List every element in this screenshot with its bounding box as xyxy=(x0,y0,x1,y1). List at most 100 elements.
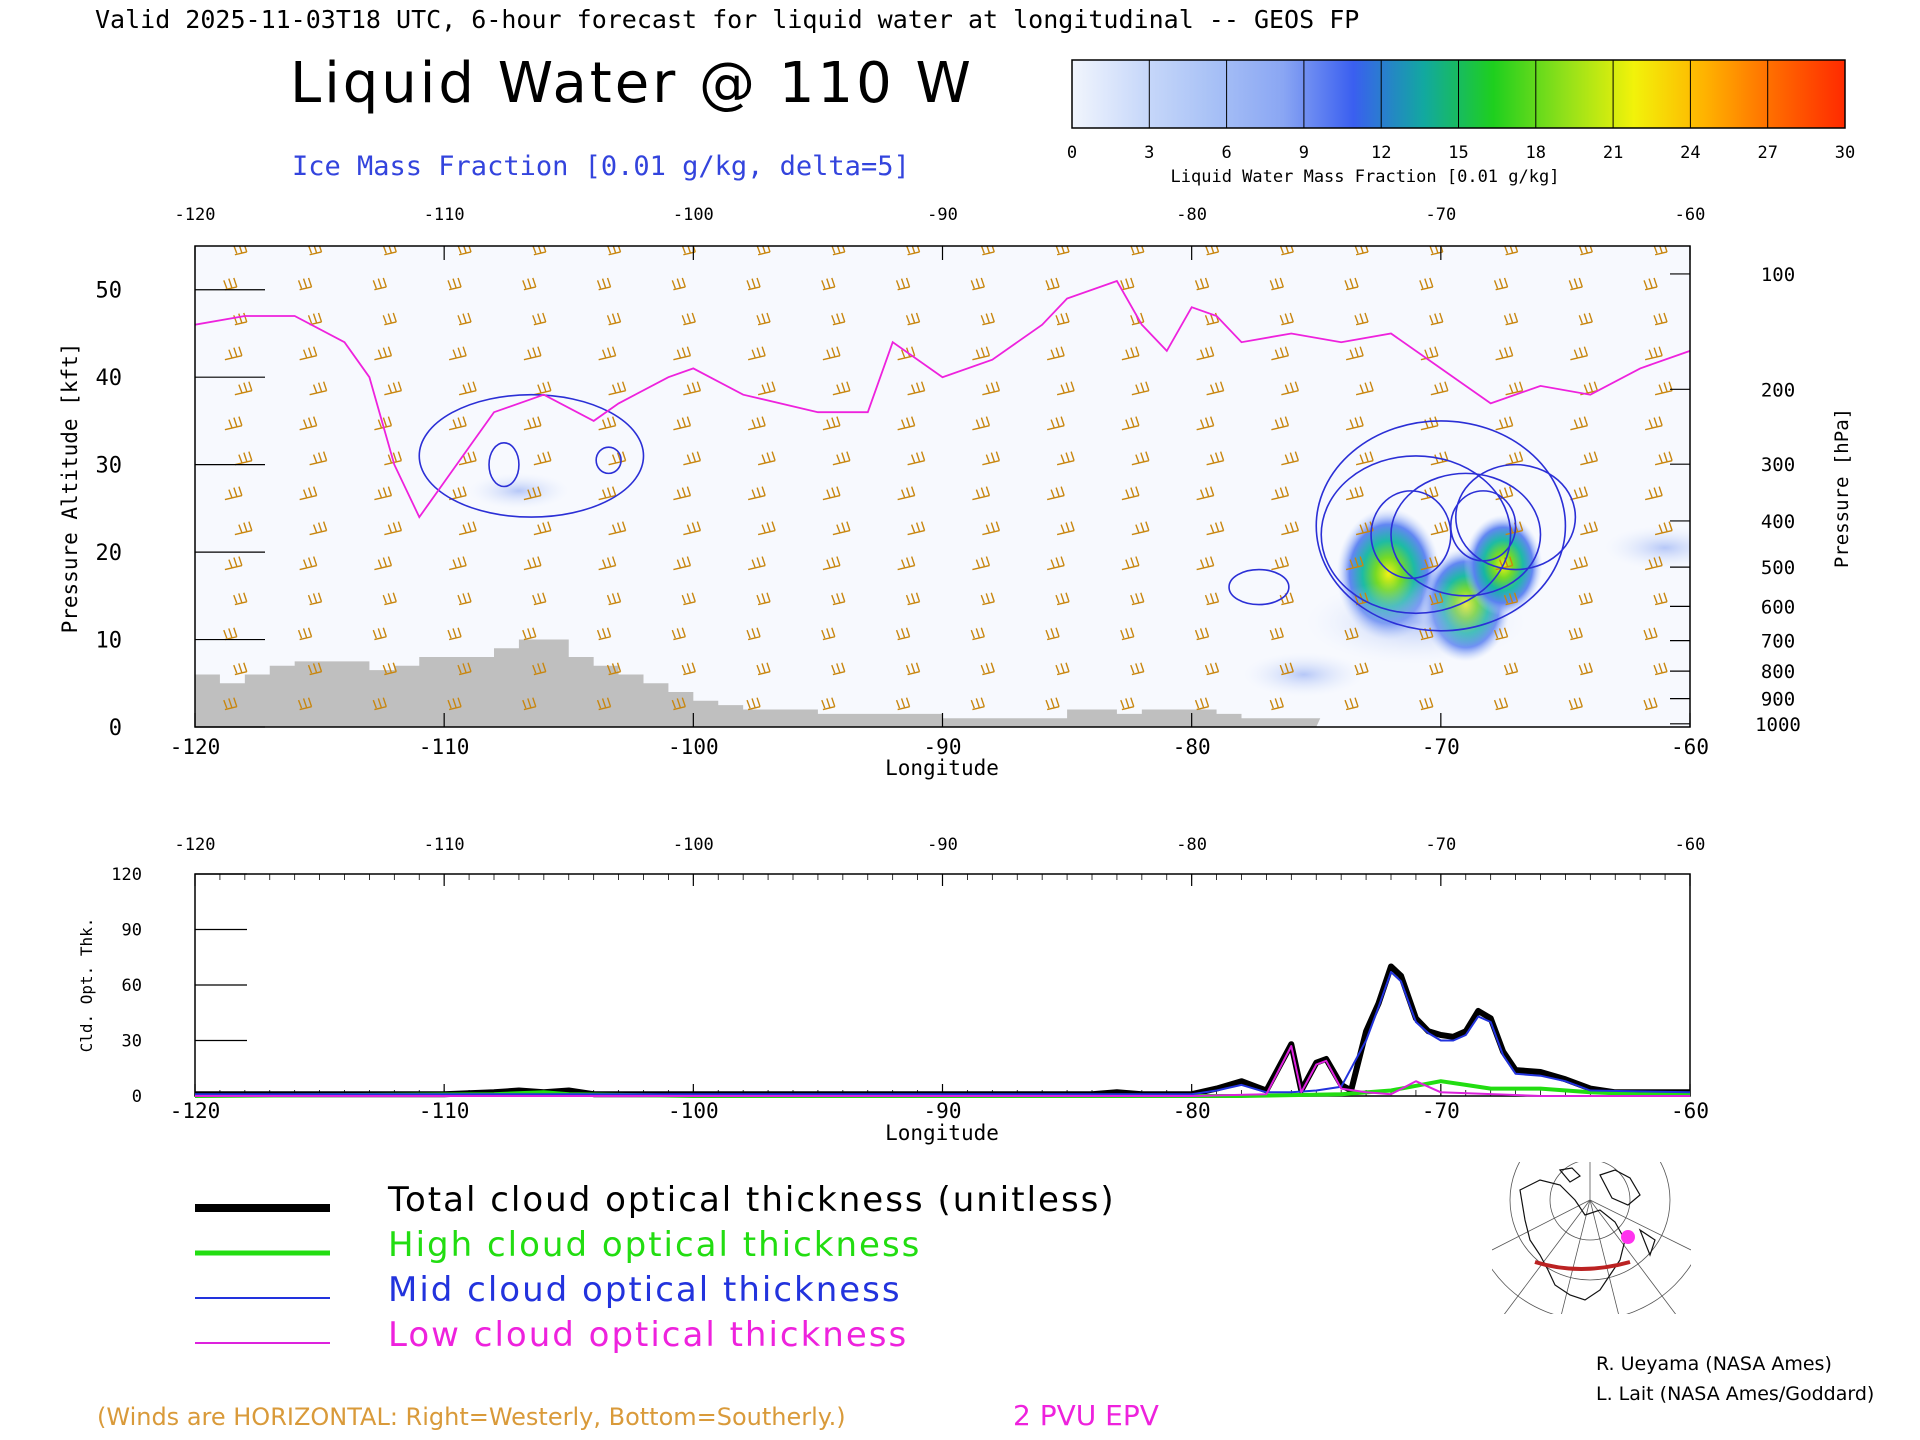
wind-barb xyxy=(1578,246,1593,256)
wind-barb xyxy=(308,246,323,256)
y-tick-label: 20 xyxy=(96,541,123,566)
wind-barb xyxy=(223,277,238,291)
wind-barb xyxy=(606,592,622,606)
wind-barb xyxy=(1653,662,1668,676)
wind-barb xyxy=(1580,381,1599,396)
wind-barb xyxy=(683,381,702,396)
wind-barb xyxy=(1056,451,1075,466)
liquid-water-blob xyxy=(1305,580,1526,665)
x-tick-label-top: -60 xyxy=(1675,835,1706,855)
wind-barb xyxy=(673,486,692,501)
wind-barb xyxy=(1430,451,1449,466)
x-tick-label-top: -90 xyxy=(927,835,958,855)
ice-contour xyxy=(1370,490,1452,580)
wind-barb xyxy=(458,381,477,396)
x-tick-label-top: -120 xyxy=(175,835,216,855)
wind-barb xyxy=(1130,246,1145,256)
wind-barb xyxy=(1279,662,1294,676)
ice-contour xyxy=(1390,472,1542,597)
wind-barb xyxy=(756,246,771,256)
xs-ylabel-right: Pressure [hPa] xyxy=(1831,408,1853,568)
wind-barb xyxy=(832,451,851,466)
wind-barb xyxy=(746,277,761,291)
ice-contour xyxy=(1228,568,1290,606)
x-tick-label-top: -80 xyxy=(1176,835,1207,855)
wind-barb xyxy=(1429,662,1444,676)
wind-barb xyxy=(683,451,702,466)
credit-2: L. Lait (NASA Ames/Goddard) xyxy=(1596,1383,1874,1405)
wind-barb xyxy=(1503,592,1519,606)
colorbar-tick-label: 6 xyxy=(1221,143,1231,163)
wind-barb xyxy=(1503,662,1519,676)
wind-barb xyxy=(905,662,921,676)
wind-barb xyxy=(1654,521,1673,536)
wind-barb xyxy=(299,556,318,571)
wind-barb xyxy=(1055,312,1070,326)
x-tick-label: -90 xyxy=(924,735,962,759)
wind-barb xyxy=(1205,246,1220,256)
wind-barb xyxy=(756,662,771,676)
wind-barb xyxy=(1279,312,1294,326)
x-tick-label: -60 xyxy=(1671,735,1709,759)
wind-barb xyxy=(1130,592,1145,606)
wind-barb xyxy=(606,312,622,326)
wind-barb xyxy=(224,346,243,361)
wind-barb xyxy=(1281,521,1300,536)
wind-barb xyxy=(747,556,766,571)
wind-barb xyxy=(1429,312,1444,326)
wind-barb xyxy=(757,521,776,536)
wind-barb xyxy=(1420,486,1439,501)
x-tick-label-top: -100 xyxy=(673,835,714,855)
wind-barb xyxy=(382,592,397,606)
wind-barb xyxy=(457,592,472,606)
wind-barb xyxy=(982,521,1001,536)
x-tick-label: -70 xyxy=(1422,1099,1460,1123)
wind-barb xyxy=(307,592,323,606)
wind-barb xyxy=(746,627,761,641)
wind-barb xyxy=(372,697,387,711)
wind-barb xyxy=(1194,277,1210,291)
wind-barb xyxy=(907,381,926,396)
ot-ylabel: Cld. Opt. Thk. xyxy=(77,918,96,1053)
x-tick-label: -100 xyxy=(668,1099,719,1123)
colorbar-label: Liquid Water Mass Fraction [0.01 g/kg] xyxy=(1171,167,1560,187)
wind-barb xyxy=(606,662,622,676)
legend: Total cloud optical thickness (unitless)… xyxy=(195,1180,1114,1355)
y-tick-label-right: 300 xyxy=(1761,454,1795,476)
y-tick-label: 40 xyxy=(96,366,123,391)
wind-barb xyxy=(1045,627,1060,641)
x-tick-label-top: -120 xyxy=(175,205,216,225)
wind-barb xyxy=(1121,346,1140,361)
colorbar-tick-label: 12 xyxy=(1371,143,1391,163)
legend-label-high: High cloud optical thickness xyxy=(388,1225,921,1265)
wind-barb xyxy=(897,556,916,571)
wind-barb xyxy=(307,312,323,326)
wind-barb xyxy=(608,521,627,536)
wind-barb xyxy=(897,486,916,501)
wind-barb xyxy=(822,486,841,501)
x-tick-label-top: -60 xyxy=(1675,205,1706,225)
wind-barb xyxy=(523,556,542,571)
wind-barb xyxy=(1121,416,1140,431)
x-tick-label: -60 xyxy=(1671,1099,1709,1123)
liquid-water-blob xyxy=(1243,652,1364,697)
wind-barb xyxy=(457,662,472,676)
wind-barb xyxy=(447,277,462,291)
wind-barb xyxy=(1505,381,1524,396)
liquid-water-blob xyxy=(468,472,569,509)
wind-barb xyxy=(458,451,477,466)
ot-xlabel: Longitude xyxy=(885,1121,999,1145)
wind-barb xyxy=(746,697,761,711)
wind-barb xyxy=(598,486,617,501)
wind-barb xyxy=(1568,697,1583,711)
terrain-fill xyxy=(195,639,1321,727)
wind-barb xyxy=(598,556,617,571)
wind-barb xyxy=(1354,312,1369,326)
wind-barb xyxy=(1055,246,1070,256)
wind-barb xyxy=(607,246,622,256)
x-tick-label-top: -90 xyxy=(927,205,958,225)
wind-barb xyxy=(523,486,542,501)
wind-barb xyxy=(1281,451,1300,466)
wind-barb xyxy=(1355,381,1374,396)
wind-barb xyxy=(1120,697,1135,711)
